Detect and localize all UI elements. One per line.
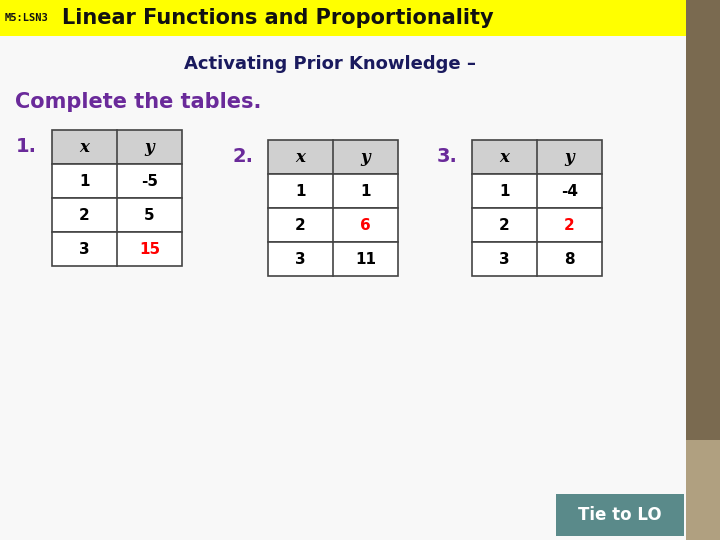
Text: 8: 8 bbox=[564, 252, 575, 267]
FancyBboxPatch shape bbox=[686, 440, 720, 540]
Text: 1: 1 bbox=[295, 184, 306, 199]
FancyBboxPatch shape bbox=[472, 140, 602, 174]
FancyBboxPatch shape bbox=[52, 232, 182, 266]
Text: Complete the tables.: Complete the tables. bbox=[15, 92, 261, 112]
Text: y: y bbox=[361, 148, 370, 165]
Text: 1: 1 bbox=[79, 173, 90, 188]
Text: 1.: 1. bbox=[16, 138, 37, 157]
FancyBboxPatch shape bbox=[0, 36, 686, 540]
FancyBboxPatch shape bbox=[52, 130, 182, 164]
Text: 11: 11 bbox=[355, 252, 376, 267]
Text: 2: 2 bbox=[564, 218, 575, 233]
Text: 3.: 3. bbox=[437, 147, 458, 166]
Text: -4: -4 bbox=[561, 184, 578, 199]
FancyBboxPatch shape bbox=[556, 494, 684, 536]
FancyBboxPatch shape bbox=[0, 0, 686, 36]
Text: 1: 1 bbox=[499, 184, 510, 199]
Text: y: y bbox=[564, 148, 575, 165]
Text: x: x bbox=[296, 148, 305, 165]
FancyBboxPatch shape bbox=[472, 242, 602, 276]
Text: Tie to LO: Tie to LO bbox=[578, 506, 662, 524]
FancyBboxPatch shape bbox=[268, 140, 398, 174]
Text: 15: 15 bbox=[139, 241, 160, 256]
FancyBboxPatch shape bbox=[472, 208, 602, 242]
Text: 3: 3 bbox=[79, 241, 90, 256]
FancyBboxPatch shape bbox=[268, 208, 398, 242]
Text: 6: 6 bbox=[360, 218, 371, 233]
Text: 3: 3 bbox=[295, 252, 306, 267]
Text: -5: -5 bbox=[141, 173, 158, 188]
FancyBboxPatch shape bbox=[52, 164, 182, 198]
FancyBboxPatch shape bbox=[52, 198, 182, 232]
Text: y: y bbox=[145, 138, 154, 156]
FancyBboxPatch shape bbox=[686, 0, 720, 440]
Text: 2.: 2. bbox=[233, 147, 254, 166]
Text: M5:LSN3: M5:LSN3 bbox=[5, 13, 49, 23]
Text: 2: 2 bbox=[295, 218, 306, 233]
Text: 2: 2 bbox=[499, 218, 510, 233]
Text: Activating Prior Knowledge –: Activating Prior Knowledge – bbox=[184, 55, 476, 73]
Text: x: x bbox=[500, 148, 510, 165]
Text: Linear Functions and Proportionality: Linear Functions and Proportionality bbox=[62, 8, 494, 28]
Text: 5: 5 bbox=[144, 207, 155, 222]
FancyBboxPatch shape bbox=[472, 174, 602, 208]
Text: 2: 2 bbox=[79, 207, 90, 222]
Text: x: x bbox=[80, 138, 89, 156]
FancyBboxPatch shape bbox=[268, 242, 398, 276]
Text: 1: 1 bbox=[360, 184, 371, 199]
FancyBboxPatch shape bbox=[268, 174, 398, 208]
Text: 3: 3 bbox=[499, 252, 510, 267]
